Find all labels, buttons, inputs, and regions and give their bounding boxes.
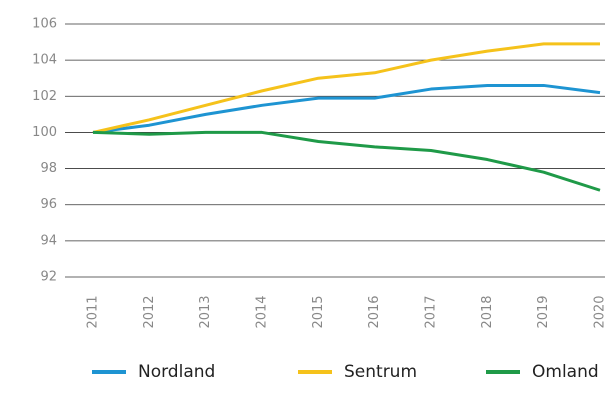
y-tick-label: 104 xyxy=(32,53,57,68)
legend-label: Omland xyxy=(532,362,599,382)
x-tick-label: 2011 xyxy=(86,295,101,328)
series-line xyxy=(92,130,601,192)
y-tick-label: 96 xyxy=(40,197,57,212)
y-tick-label: 98 xyxy=(40,161,57,176)
y-tick-label: 94 xyxy=(40,233,57,248)
x-tick-label: 2014 xyxy=(255,295,270,328)
series-line xyxy=(92,42,600,134)
series-line xyxy=(92,83,601,134)
y-tick-label: 106 xyxy=(32,17,57,32)
x-tick-label: 2020 xyxy=(593,295,608,328)
y-tick-label: 102 xyxy=(32,89,57,104)
x-tick-label: 2019 xyxy=(536,295,551,328)
x-tick-label: 2013 xyxy=(198,295,213,328)
x-tick-label: 2018 xyxy=(480,295,495,328)
y-tick-label: 92 xyxy=(40,270,57,285)
x-tick-label: 2017 xyxy=(424,295,439,328)
x-tick-label: 2016 xyxy=(367,295,382,328)
x-tick-label: 2015 xyxy=(311,295,326,328)
y-tick-label: 100 xyxy=(32,125,57,140)
x-tick-label: 2012 xyxy=(142,295,157,328)
legend-label: Sentrum xyxy=(344,362,417,382)
legend-label: Nordland xyxy=(138,362,215,382)
